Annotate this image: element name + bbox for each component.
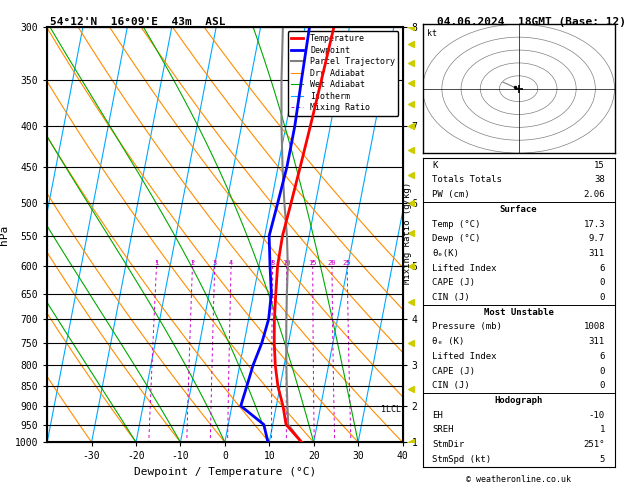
Text: 1: 1 — [154, 260, 159, 266]
Text: 04.06.2024  18GMT (Base: 12): 04.06.2024 18GMT (Base: 12) — [437, 17, 626, 27]
Text: 0: 0 — [599, 293, 605, 302]
Text: Surface: Surface — [500, 205, 537, 214]
Text: Lifted Index: Lifted Index — [432, 352, 497, 361]
Text: Dewp (°C): Dewp (°C) — [432, 234, 481, 243]
Text: SREH: SREH — [432, 425, 454, 434]
Text: 0: 0 — [599, 366, 605, 376]
Text: EH: EH — [432, 411, 443, 419]
Text: StmDir: StmDir — [432, 440, 465, 449]
Text: 4: 4 — [229, 260, 233, 266]
Text: -10: -10 — [589, 411, 605, 419]
Text: Temp (°C): Temp (°C) — [432, 220, 481, 228]
Text: 15: 15 — [594, 161, 605, 170]
Legend: Temperature, Dewpoint, Parcel Trajectory, Dry Adiabat, Wet Adiabat, Isotherm, Mi: Temperature, Dewpoint, Parcel Trajectory… — [287, 31, 398, 116]
Text: StmSpd (kt): StmSpd (kt) — [432, 455, 491, 464]
Text: 1008: 1008 — [584, 322, 605, 331]
Text: Totals Totals: Totals Totals — [432, 175, 502, 185]
Text: 10: 10 — [282, 260, 291, 266]
Text: 1LCL: 1LCL — [381, 405, 401, 414]
Text: PW (cm): PW (cm) — [432, 190, 470, 199]
Text: 311: 311 — [589, 337, 605, 346]
Text: CIN (J): CIN (J) — [432, 293, 470, 302]
Text: 2: 2 — [191, 260, 194, 266]
Text: 6: 6 — [599, 264, 605, 273]
Text: 251°: 251° — [584, 440, 605, 449]
Text: Most Unstable: Most Unstable — [484, 308, 554, 317]
Text: 3: 3 — [213, 260, 217, 266]
Text: 38: 38 — [594, 175, 605, 185]
Text: 17.3: 17.3 — [584, 220, 605, 228]
Text: 15: 15 — [308, 260, 317, 266]
Text: 2.06: 2.06 — [584, 190, 605, 199]
Text: kt: kt — [426, 30, 437, 38]
X-axis label: Dewpoint / Temperature (°C): Dewpoint / Temperature (°C) — [134, 467, 316, 477]
Text: CIN (J): CIN (J) — [432, 381, 470, 390]
Text: 0: 0 — [599, 278, 605, 287]
Text: 20: 20 — [328, 260, 337, 266]
Text: CAPE (J): CAPE (J) — [432, 278, 476, 287]
Text: θₑ (K): θₑ (K) — [432, 337, 465, 346]
Text: © weatheronline.co.uk: © weatheronline.co.uk — [467, 474, 571, 484]
Text: Hodograph: Hodograph — [494, 396, 543, 405]
Text: 311: 311 — [589, 249, 605, 258]
Text: θₑ(K): θₑ(K) — [432, 249, 459, 258]
Text: K: K — [432, 161, 438, 170]
Text: 6: 6 — [599, 352, 605, 361]
Text: 5: 5 — [599, 455, 605, 464]
Text: 0: 0 — [599, 381, 605, 390]
Y-axis label: km
ASL: km ASL — [433, 224, 451, 245]
Text: 9.7: 9.7 — [589, 234, 605, 243]
Text: CAPE (J): CAPE (J) — [432, 366, 476, 376]
Text: Pressure (mb): Pressure (mb) — [432, 322, 502, 331]
Text: 8: 8 — [270, 260, 275, 266]
Y-axis label: hPa: hPa — [0, 225, 9, 244]
Text: Lifted Index: Lifted Index — [432, 264, 497, 273]
Text: 1: 1 — [599, 425, 605, 434]
Text: 25: 25 — [343, 260, 352, 266]
Text: 54°12'N  16°09'E  43m  ASL: 54°12'N 16°09'E 43m ASL — [50, 17, 226, 27]
Text: Mixing Ratio (g/kg): Mixing Ratio (g/kg) — [403, 182, 412, 284]
